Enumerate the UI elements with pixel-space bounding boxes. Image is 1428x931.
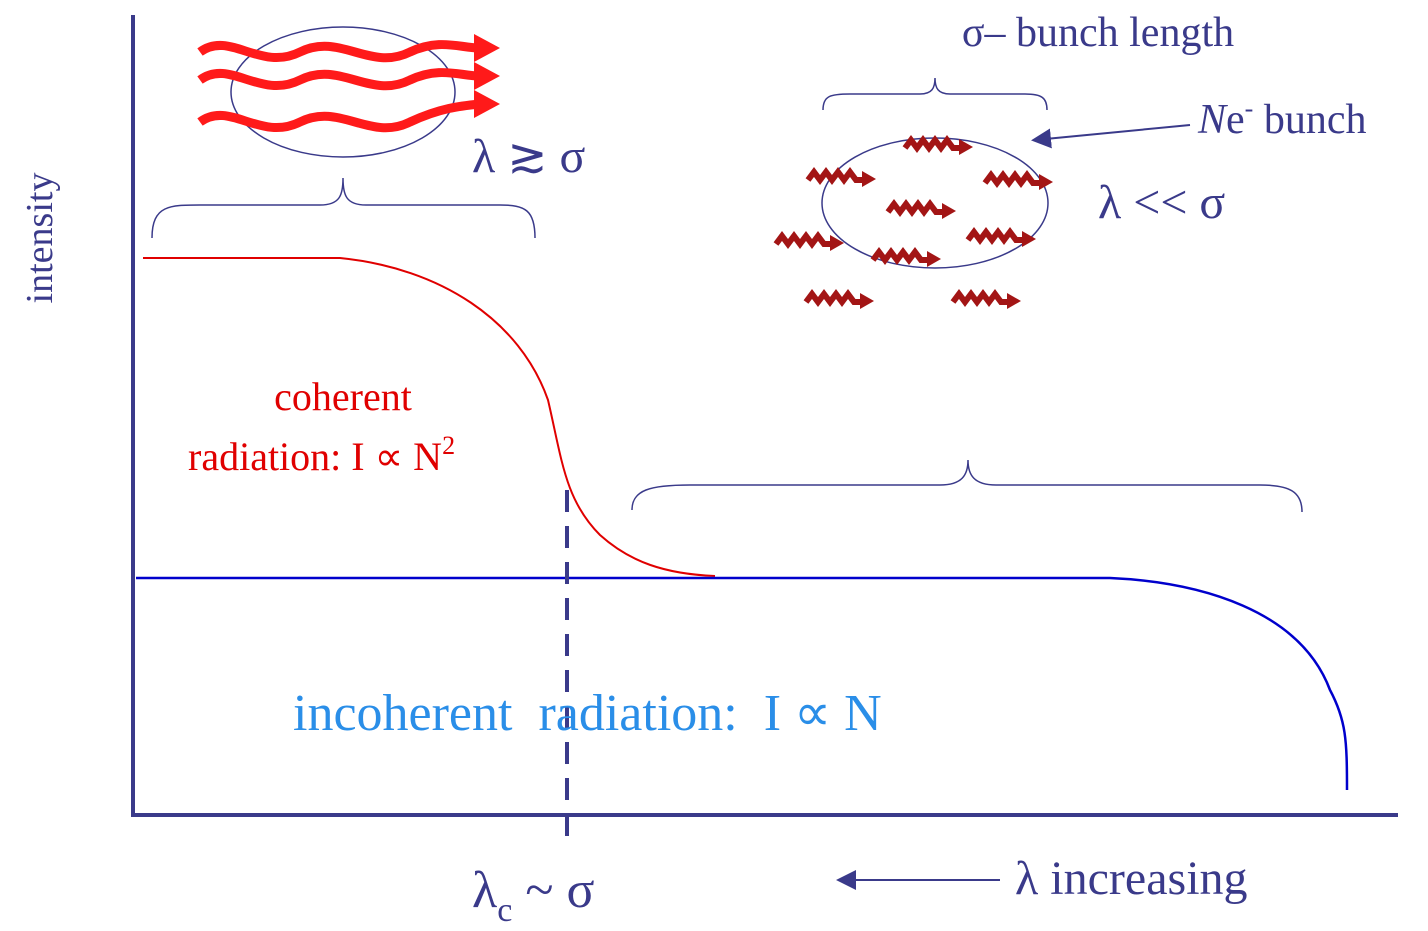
- critical-rest: ~ σ: [512, 862, 594, 919]
- coherent-formula-text: radiation: I ∝ N: [188, 434, 442, 479]
- critical-sub: c: [497, 892, 512, 929]
- coherent-formula: radiation: I ∝ N2: [188, 431, 455, 479]
- bunch-length-label: σ– bunch length: [962, 10, 1234, 56]
- short-condition: λ << σ: [1098, 176, 1225, 229]
- bunch-e: e: [1226, 97, 1245, 143]
- coherent-power: 2: [442, 431, 455, 460]
- bunch-rest: bunch: [1253, 97, 1366, 143]
- diagram: intensity σ– bunch length Ne- bunch λ ≳ …: [0, 0, 1428, 931]
- long-condition: λ ≳ σ: [472, 130, 585, 183]
- y-axis-label: intensity: [19, 173, 61, 304]
- coherent-curve: [143, 258, 715, 576]
- incoherent-label: incoherent radiation: I ∝ N: [293, 685, 882, 742]
- brace: [823, 78, 1047, 110]
- bunch-charge: -: [1245, 94, 1254, 123]
- critical-label: λc ~ σ: [472, 862, 594, 929]
- brace: [632, 460, 1302, 512]
- pointer-arrow: [1035, 125, 1190, 140]
- bunch-ellipse: [822, 138, 1048, 268]
- brace: [152, 178, 535, 238]
- short-waves: [776, 139, 1053, 309]
- x-direction-label: λ increasing: [1015, 852, 1248, 905]
- critical-lambda: λ: [472, 862, 497, 919]
- coherent-label: coherent: [274, 374, 412, 419]
- bunch-n: N: [1197, 97, 1228, 143]
- incoherent-curve: [136, 578, 1347, 790]
- bunch-label: Ne- bunch: [1197, 94, 1367, 143]
